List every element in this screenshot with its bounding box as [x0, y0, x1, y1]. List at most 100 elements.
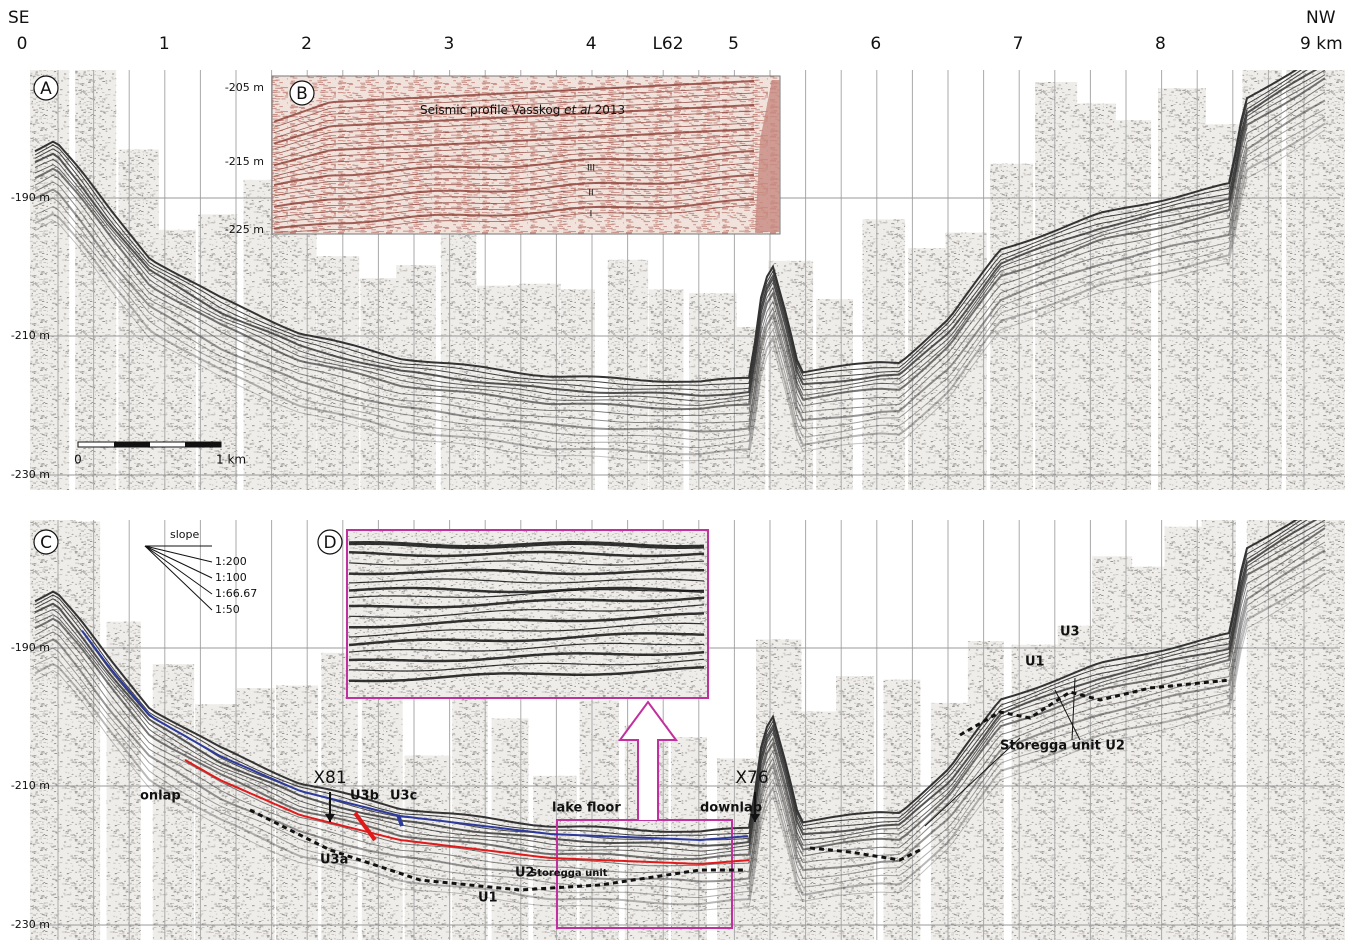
title-part: Seismic profile Vasskog	[420, 103, 564, 117]
reflector	[34, 99, 1326, 433]
seismic-column	[106, 621, 141, 940]
panel-label-circle	[317, 529, 343, 555]
distance-tick: 7	[1013, 34, 1024, 54]
reflector	[34, 566, 1326, 898]
seismic-column	[1158, 88, 1206, 490]
reflector	[34, 534, 1326, 867]
inset-d-reflector	[348, 541, 705, 549]
depth-label: -190 m	[11, 191, 50, 204]
inset-b-reflector	[273, 162, 755, 197]
seismic-column	[793, 711, 837, 940]
reflector	[34, 84, 1326, 417]
seismic-column	[1070, 103, 1116, 490]
slope-title: slope	[170, 528, 199, 541]
annotation: X81	[313, 768, 346, 788]
seismic-column	[476, 285, 524, 490]
inset-d-reflector	[348, 604, 705, 618]
distance-tick: 0	[17, 34, 28, 54]
panel-label-circle	[289, 80, 315, 106]
reflector	[34, 108, 1326, 441]
inset-b-reflector	[273, 80, 755, 123]
inset-d-reflector	[348, 622, 705, 638]
inset-b-depth: -225 m	[225, 223, 264, 236]
annotation: U1	[1025, 655, 1045, 670]
seismic-column	[1057, 625, 1099, 940]
dashed-horizon	[959, 678, 1231, 737]
leader	[1071, 677, 1076, 741]
annotation: onlap	[140, 789, 181, 804]
inset-b-unit: II	[588, 189, 593, 199]
leader	[1054, 689, 1081, 741]
inset-d-reflector	[348, 589, 705, 599]
annotation: X76	[735, 768, 768, 788]
inset-b-reflector	[273, 144, 755, 180]
overlays: 0 1 2 3 4 5 6 7 8 9 km -190 m -210 m -230 m -190 m -21…	[11, 34, 1343, 931]
unit-bar	[353, 811, 377, 842]
inset-b-reflector	[273, 122, 755, 161]
seismic-column	[361, 662, 403, 940]
distance-tick: 6	[870, 34, 881, 54]
reflector-panel	[34, 70, 1326, 462]
reflector	[34, 558, 1326, 891]
seismic-column	[198, 214, 238, 490]
slope-line	[144, 545, 213, 579]
reflector	[34, 70, 1298, 383]
seismic-column	[1330, 70, 1345, 490]
inset-d-reflector	[349, 596, 705, 609]
seismic-column	[317, 256, 360, 490]
inset-b-reflector	[273, 110, 755, 150]
seismic-panel	[30, 70, 1345, 490]
seismic-column	[1201, 520, 1236, 940]
reflector	[34, 122, 1326, 456]
arrow-head	[325, 814, 335, 822]
inset-b-reflector	[273, 192, 755, 224]
inset-d-reflector	[348, 560, 705, 566]
reflector	[34, 527, 1326, 861]
distance-tick: 9 km	[1300, 34, 1343, 54]
inset-b-reflector	[273, 140, 755, 177]
panel-label: A	[40, 79, 52, 99]
inset-d-reflector	[349, 612, 705, 629]
inset-d	[346, 529, 709, 699]
distance-tick: 1	[159, 34, 170, 54]
reflector	[34, 70, 1318, 397]
panel-label: B	[296, 84, 308, 104]
inset-b-reflector	[273, 198, 755, 230]
depth-label: -230 m	[11, 468, 50, 481]
panel-label: D	[323, 533, 336, 553]
seismic-column	[64, 521, 101, 940]
reflector	[34, 520, 1326, 852]
reflector	[34, 91, 1326, 424]
seismic-column	[1286, 70, 1333, 490]
scale-label: 0	[74, 453, 82, 467]
dashed-horizon	[809, 846, 921, 862]
inset-b-reflector	[273, 174, 755, 208]
inset-b-title: Seismic profile Vasskog et al 2013	[420, 103, 625, 117]
zoom-arrow	[618, 700, 678, 820]
scale-bar-segment	[114, 442, 150, 447]
depth-label: -230 m	[11, 918, 50, 931]
annotation: U3c	[390, 789, 417, 804]
reflector	[34, 70, 1308, 391]
annotation: U3a	[320, 853, 348, 868]
inset-b-reflector	[273, 180, 755, 213]
line-name: L62	[652, 34, 683, 54]
slope-ratio: 1:200	[215, 555, 247, 568]
inset-b-reflector	[273, 86, 755, 128]
inset-b-depth: -215 m	[225, 155, 264, 168]
horizon-2c3a9c	[81, 630, 749, 842]
arrow-head	[750, 814, 760, 822]
slope-ratio: 1:50	[215, 603, 240, 616]
annotation: lake floor	[552, 801, 621, 816]
seismic-column	[862, 219, 906, 490]
seismic-column	[75, 70, 117, 490]
inset-b-reflector	[273, 116, 755, 155]
seismic-column	[279, 203, 317, 490]
distance-tick: 4	[586, 34, 597, 54]
inset-d-reflector	[348, 642, 705, 653]
title-part: et al	[564, 103, 591, 117]
reflector	[34, 129, 1326, 462]
inset-d-reflector	[348, 568, 705, 576]
annotation: U3b	[350, 789, 379, 804]
